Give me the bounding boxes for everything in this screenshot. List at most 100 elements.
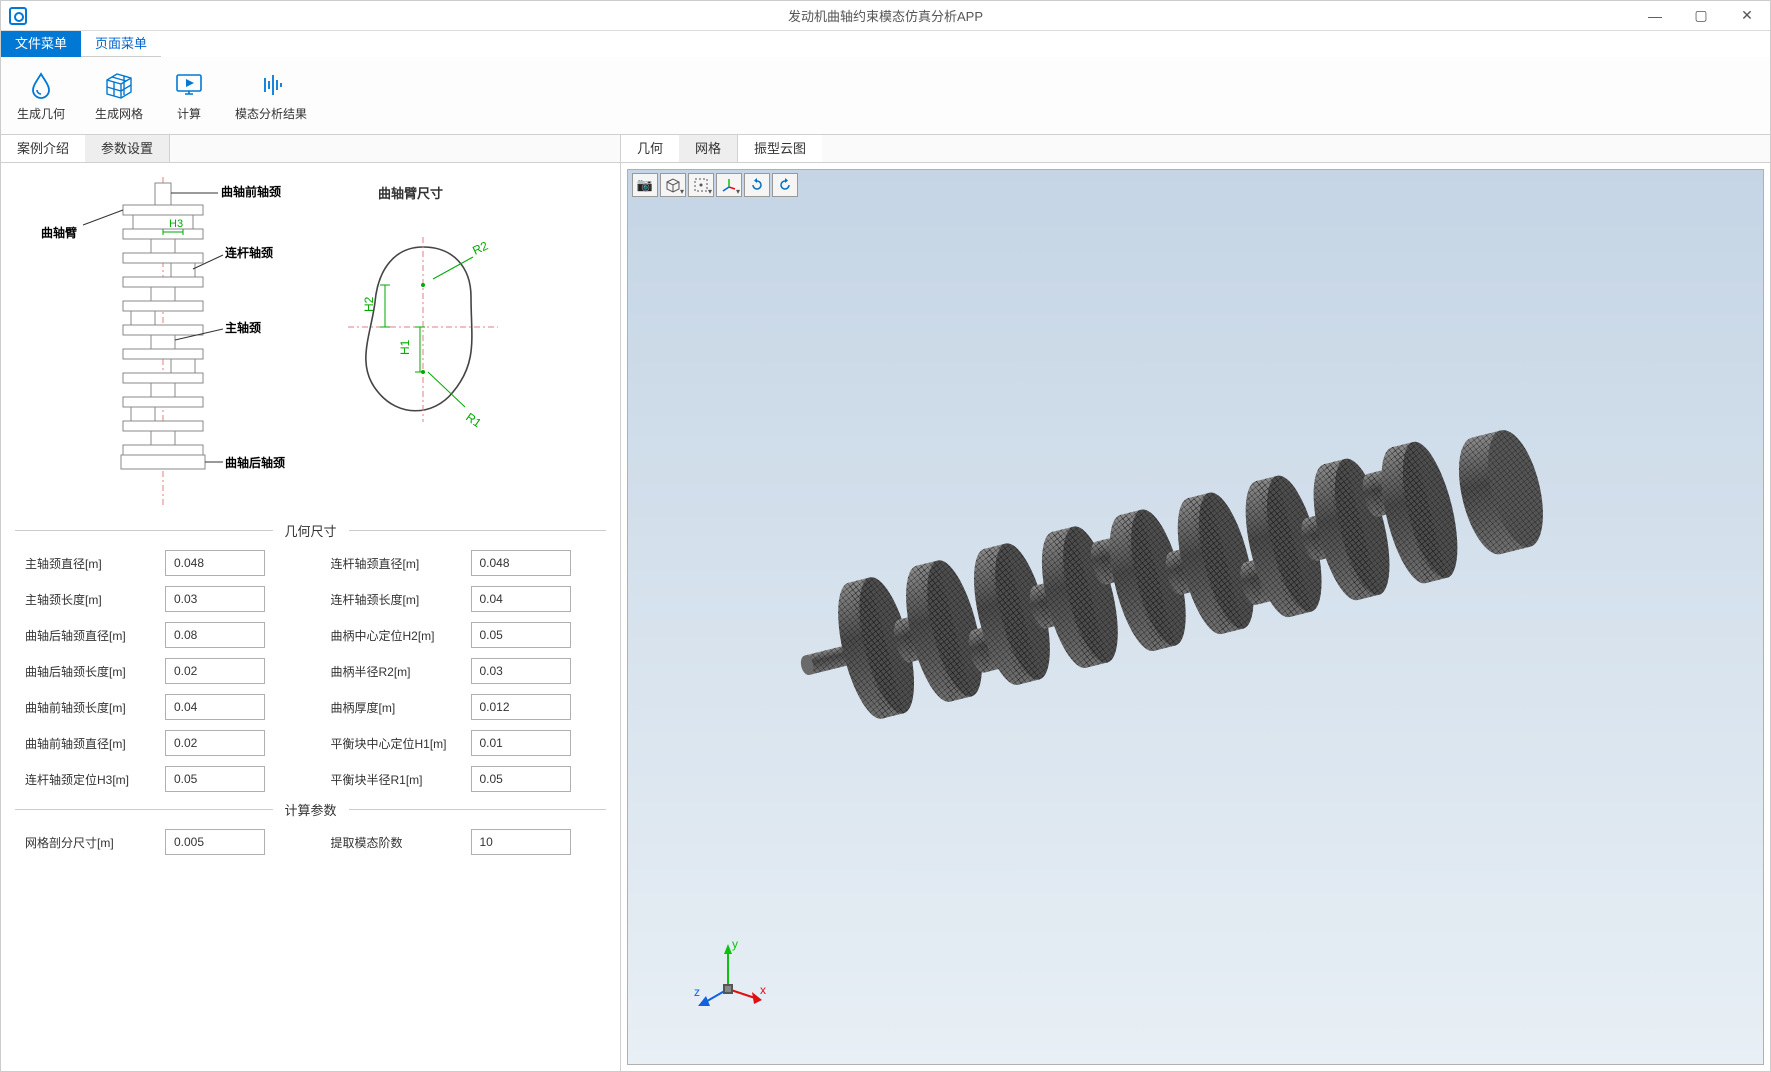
tab-case-intro[interactable]: 案例介绍 — [1, 135, 85, 162]
lbl-main-journal-dia: 主轴颈直径[m] — [25, 555, 155, 572]
vtb-rotate-right[interactable] — [772, 173, 798, 197]
vtb-rotate-left[interactable] — [744, 173, 770, 197]
inp-front-journal-dia[interactable] — [165, 730, 265, 756]
inp-rear-journal-len[interactable] — [165, 658, 265, 684]
right-panel: 几何 网格 振型云图 📷 — [621, 135, 1770, 1071]
lbl-balance-radius-r1: 平衡块半径R1[m] — [331, 771, 461, 788]
left-tabs: 案例介绍 参数设置 — [1, 135, 620, 163]
lbl-front-journal-dia: 曲轴前轴颈直径[m] — [25, 735, 155, 752]
vtb-snapshot[interactable]: 📷 — [632, 173, 658, 197]
lbl-rear-journal-dia: 曲轴后轴颈直径[m] — [25, 627, 155, 644]
tab-geometry[interactable]: 几何 — [621, 135, 679, 162]
rotate-cw-icon — [777, 177, 793, 193]
tab-param-set[interactable]: 参数设置 — [85, 135, 170, 162]
lbl-balance-center-h1: 平衡块中心定位H1[m] — [331, 735, 461, 752]
vtb-projection[interactable] — [660, 173, 686, 197]
droplet-icon — [25, 69, 57, 101]
maximize-button[interactable]: ▢ — [1678, 1, 1724, 31]
label-conrod-journal: 连杆轴颈 — [225, 245, 273, 260]
menu-file[interactable]: 文件菜单 — [1, 31, 81, 57]
lbl-mode-count: 提取模态阶数 — [331, 834, 461, 851]
crankshaft-mesh-model — [786, 396, 1606, 839]
ribbon-gen-mesh-label: 生成网格 — [95, 105, 143, 122]
minimize-button[interactable]: — — [1632, 1, 1678, 31]
ribbon-gen-mesh[interactable]: 生成网格 — [89, 65, 149, 126]
inp-balance-center-h1[interactable] — [471, 730, 571, 756]
inp-main-journal-len[interactable] — [165, 586, 265, 612]
tab-mode-shape[interactable]: 振型云图 — [738, 135, 822, 162]
svg-text:y: y — [732, 937, 738, 951]
dim-h3-label: H3 — [169, 218, 183, 230]
inp-conrod-pos-h3[interactable] — [165, 766, 265, 792]
vtb-axes-view[interactable] — [716, 173, 742, 197]
left-panel: 案例介绍 参数设置 — [1, 135, 621, 1071]
group-calc-params: 计算参数 — [15, 800, 606, 819]
inp-conrod-journal-dia[interactable] — [471, 550, 571, 576]
close-button[interactable]: ✕ — [1724, 1, 1770, 31]
ribbon-modal-result-label: 模态分析结果 — [235, 105, 307, 122]
lbl-conrod-pos-h3: 连杆轴颈定位H3[m] — [25, 771, 155, 788]
inp-mode-count[interactable] — [471, 829, 571, 855]
cube-icon — [665, 177, 681, 193]
lbl-conrod-journal-dia: 连杆轴颈直径[m] — [331, 555, 461, 572]
inp-main-journal-dia[interactable] — [165, 550, 265, 576]
app-window: 发动机曲轴约束模态仿真分析APP — ▢ ✕ 文件菜单 页面菜单 生成几何 — [0, 0, 1771, 1072]
inp-crank-center-h2[interactable] — [471, 622, 571, 648]
group-calc-params-label: 计算参数 — [273, 800, 349, 819]
play-monitor-icon — [173, 69, 205, 101]
svg-text:z: z — [694, 985, 700, 999]
label-main-journal: 主轴颈 — [225, 320, 261, 335]
dim-r2-label: R2 — [470, 238, 490, 257]
group-geom-dims-label: 几何尺寸 — [273, 521, 349, 540]
titlebar: 发动机曲轴约束模态仿真分析APP — ▢ ✕ — [1, 1, 1770, 31]
camera-icon: 📷 — [637, 177, 653, 193]
axes-icon — [721, 177, 737, 193]
inp-mesh-size[interactable] — [165, 829, 265, 855]
dim-h2-label: H2 — [362, 296, 376, 312]
calc-param-grid: 网格剖分尺寸[m] 提取模态阶数 — [15, 829, 606, 855]
label-rear-journal: 曲轴后轴颈 — [225, 455, 285, 470]
inp-crank-thickness[interactable] — [471, 694, 571, 720]
menubar: 文件菜单 页面菜单 — [1, 31, 1770, 57]
lbl-main-journal-len: 主轴颈长度[m] — [25, 591, 155, 608]
label-crank-arm: 曲轴臂 — [41, 225, 77, 240]
ribbon-gen-geometry[interactable]: 生成几何 — [11, 65, 71, 126]
ribbon-gen-geometry-label: 生成几何 — [17, 105, 65, 122]
rotate-ccw-icon — [749, 177, 765, 193]
inp-front-journal-len[interactable] — [165, 694, 265, 720]
viewport-3d[interactable]: 📷 — [627, 169, 1764, 1065]
select-icon — [693, 177, 709, 193]
right-tabs: 几何 网格 振型云图 — [621, 135, 1770, 163]
diagram-area: H3 曲轴前轴颈 曲轴臂 连杆轴颈 主轴颈 曲轴后轴颈 曲轴臂尺寸 — [15, 173, 606, 513]
tab-mesh[interactable]: 网格 — [679, 135, 738, 162]
ribbon-modal-result[interactable]: 模态分析结果 — [229, 65, 313, 126]
inp-conrod-journal-len[interactable] — [471, 586, 571, 612]
group-geom-dims: 几何尺寸 — [15, 521, 606, 540]
lbl-rear-journal-len: 曲轴后轴颈长度[m] — [25, 663, 155, 680]
crank-arm-dim-title: 曲轴臂尺寸 — [378, 183, 443, 202]
lbl-conrod-journal-len: 连杆轴颈长度[m] — [331, 591, 461, 608]
mesh-cube-icon — [103, 69, 135, 101]
viewport-wrap: 📷 — [621, 163, 1770, 1071]
inp-balance-radius-r1[interactable] — [471, 766, 571, 792]
crankshaft-schematic: H3 曲轴前轴颈 曲轴臂 连杆轴颈 主轴颈 曲轴后轴颈 — [23, 177, 303, 513]
waveform-icon — [255, 69, 287, 101]
view-toolbar: 📷 — [630, 172, 800, 198]
window-title: 发动机曲轴约束模态仿真分析APP — [788, 6, 983, 25]
window-controls: — ▢ ✕ — [1632, 1, 1770, 31]
geom-param-grid: 主轴颈直径[m] 连杆轴颈直径[m] 主轴颈长度[m] 连杆轴颈长度[m] 曲轴… — [15, 550, 606, 792]
menu-page[interactable]: 页面菜单 — [81, 31, 161, 57]
ribbon-compute[interactable]: 计算 — [167, 65, 211, 126]
ribbon-compute-label: 计算 — [177, 105, 201, 122]
vtb-select-mode[interactable] — [688, 173, 714, 197]
inp-crank-radius-r2[interactable] — [471, 658, 571, 684]
lbl-crank-center-h2: 曲柄中心定位H2[m] — [331, 627, 461, 644]
svg-text:x: x — [760, 983, 766, 997]
lbl-crank-radius-r2: 曲柄半径R2[m] — [331, 663, 461, 680]
label-front-journal: 曲轴前轴颈 — [221, 184, 281, 199]
lbl-front-journal-len: 曲轴前轴颈长度[m] — [25, 699, 155, 716]
left-panel-body: H3 曲轴前轴颈 曲轴臂 连杆轴颈 主轴颈 曲轴后轴颈 曲轴臂尺寸 — [1, 163, 620, 1071]
lbl-crank-thickness: 曲柄厚度[m] — [331, 699, 461, 716]
inp-rear-journal-dia[interactable] — [165, 622, 265, 648]
content-area: 案例介绍 参数设置 — [1, 135, 1770, 1071]
